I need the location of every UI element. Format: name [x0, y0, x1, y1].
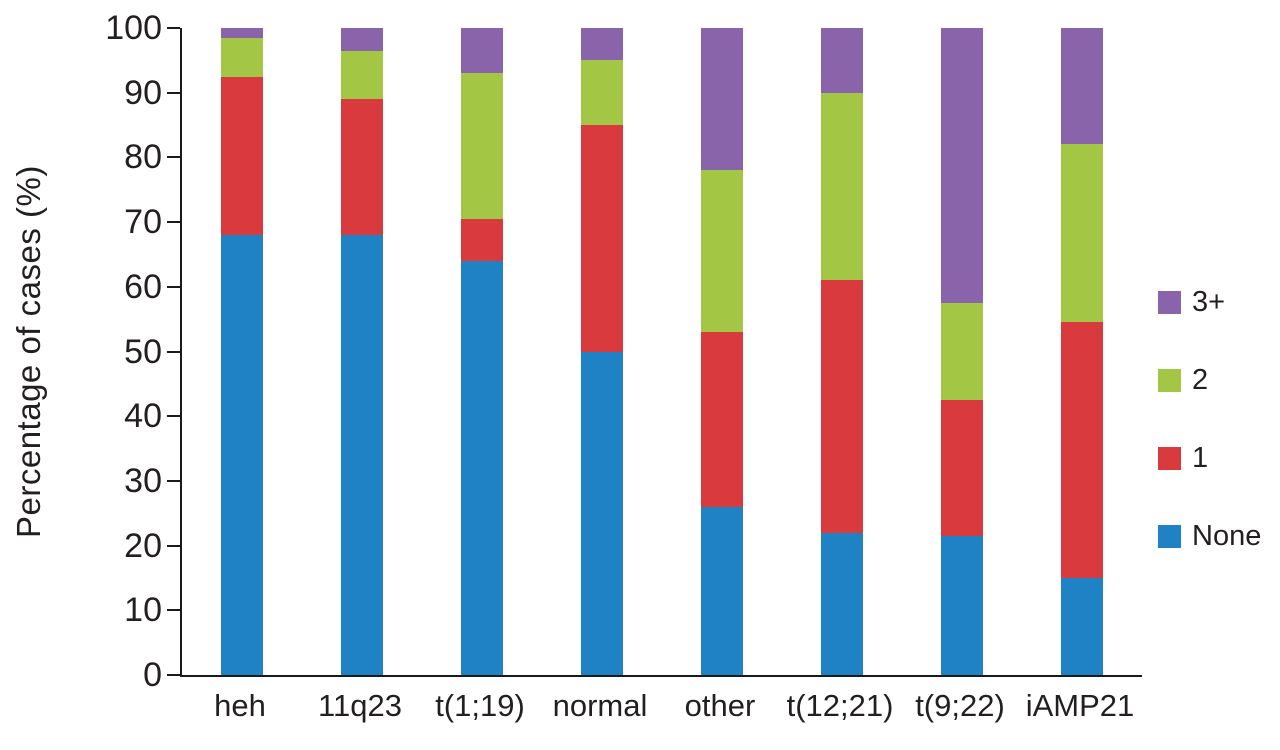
x-tick-label: t(9;22) [915, 688, 1005, 723]
bar-segment-3+ [701, 28, 743, 171]
x-axis-labels: heh 11q23 t(1;19) normal other t(12;21) t(9;22… [180, 688, 1140, 724]
bar-segment-3+ [221, 28, 263, 38]
bar-segment-1 [461, 218, 503, 261]
legend-swatch-icon [1158, 525, 1181, 548]
stacked-bar-t(9;22) [941, 28, 983, 675]
bar-segment-None [941, 535, 983, 675]
bar-segment-1 [1061, 322, 1103, 578]
y-tick-label: 90 [124, 73, 162, 112]
y-tick-mark [167, 91, 180, 94]
y-tick-label: 20 [124, 526, 162, 565]
bar-segment-1 [821, 280, 863, 533]
y-tick-label: 100 [105, 9, 162, 47]
stacked-bar-iAMP21 [1061, 28, 1103, 675]
x-tick-label: iAMP21 [1025, 688, 1135, 723]
stacked-bar-11q23 [341, 28, 383, 675]
bar-segment-2 [941, 303, 983, 401]
legend-item-3+: 3+ [1158, 288, 1261, 317]
legend-swatch-icon [1158, 291, 1181, 314]
legend-label: 3+ [1192, 286, 1226, 318]
bar-segment-None [581, 351, 623, 675]
y-tick-mark [167, 221, 180, 224]
x-tick-label: t(12;21) [786, 688, 894, 723]
bar-segment-None [701, 506, 743, 675]
y-tick-mark [167, 27, 180, 29]
bar-segment-None [821, 532, 863, 675]
bar-segment-2 [1061, 144, 1103, 323]
bar-segment-1 [221, 76, 263, 236]
bar-segment-3+ [941, 28, 983, 303]
bar-segment-1 [941, 400, 983, 536]
bar-segment-1 [701, 332, 743, 507]
y-tick-mark [167, 674, 180, 676]
bar-segment-None [221, 235, 263, 675]
y-tick-label: 40 [124, 397, 162, 436]
bar-segment-2 [821, 92, 863, 281]
plot-area [180, 28, 1142, 677]
y-axis-title: Percentage of cases (%) [10, 165, 47, 538]
y-tick-mark [167, 285, 180, 288]
x-tick-label: other [684, 688, 756, 723]
stacked-bar-normal [581, 28, 623, 675]
bar-slot [542, 28, 662, 675]
bar-segment-None [461, 260, 503, 675]
y-tick-label: 80 [124, 138, 162, 177]
legend-swatch-icon [1158, 447, 1181, 470]
bar-slot [782, 28, 902, 675]
y-tick-mark [167, 544, 180, 547]
y-tick-mark [167, 350, 180, 353]
y-tick-mark [167, 415, 180, 418]
bar-segment-3+ [461, 28, 503, 74]
y-tick-label: 60 [124, 267, 162, 306]
bar-segment-3+ [341, 28, 383, 51]
bar-segment-2 [341, 50, 383, 100]
y-tick-label: 50 [124, 332, 162, 371]
bar-segment-1 [581, 125, 623, 352]
legend: 3+ 2 1 None [1158, 288, 1261, 551]
y-tick-mark [167, 156, 180, 159]
y-tick-label: 30 [124, 461, 162, 500]
x-tick-label: t(1;19) [435, 688, 525, 723]
bar-segment-2 [581, 60, 623, 126]
y-tick-mark [167, 609, 180, 612]
y-tick-labels: 0 10 20 30 40 50 60 70 80 90 100 [78, 11, 162, 692]
stacked-bar-t(12;21) [821, 28, 863, 675]
bar-slot [182, 28, 302, 675]
y-tick-label: 0 [143, 656, 162, 694]
bar-segment-3+ [581, 28, 623, 61]
bar-segment-None [341, 235, 383, 675]
bar-slot [662, 28, 782, 675]
x-tick-label: normal [552, 688, 648, 723]
bar-segment-3+ [821, 28, 863, 93]
bar-segment-1 [341, 99, 383, 236]
bar-segment-2 [701, 170, 743, 333]
stacked-bar-heh [221, 28, 263, 675]
y-tick-label: 70 [124, 203, 162, 242]
x-tick-label: heh [214, 688, 266, 723]
bar-segment-2 [461, 73, 503, 219]
stacked-bar-t(1;19) [461, 28, 503, 675]
bar-slot [1022, 28, 1142, 675]
y-tick-marks [167, 27, 180, 676]
legend-swatch-icon [1158, 369, 1181, 392]
legend-item-1: 1 [1158, 444, 1261, 473]
y-tick-mark [167, 479, 180, 482]
bar-segment-2 [221, 37, 263, 77]
bar-segment-None [1061, 577, 1103, 675]
bar-segment-3+ [1061, 28, 1103, 145]
legend-item-None: None [1158, 522, 1261, 551]
bar-slot [902, 28, 1022, 675]
legend-label: 2 [1192, 364, 1209, 396]
legend-item-2: 2 [1158, 366, 1261, 395]
legend-label: 1 [1192, 442, 1209, 474]
x-tick-label: 11q23 [318, 688, 402, 723]
y-tick-label: 10 [124, 591, 162, 630]
bar-slot [422, 28, 542, 675]
bar-slot [302, 28, 422, 675]
legend-label: None [1192, 520, 1262, 552]
stacked-bar-other [701, 28, 743, 675]
